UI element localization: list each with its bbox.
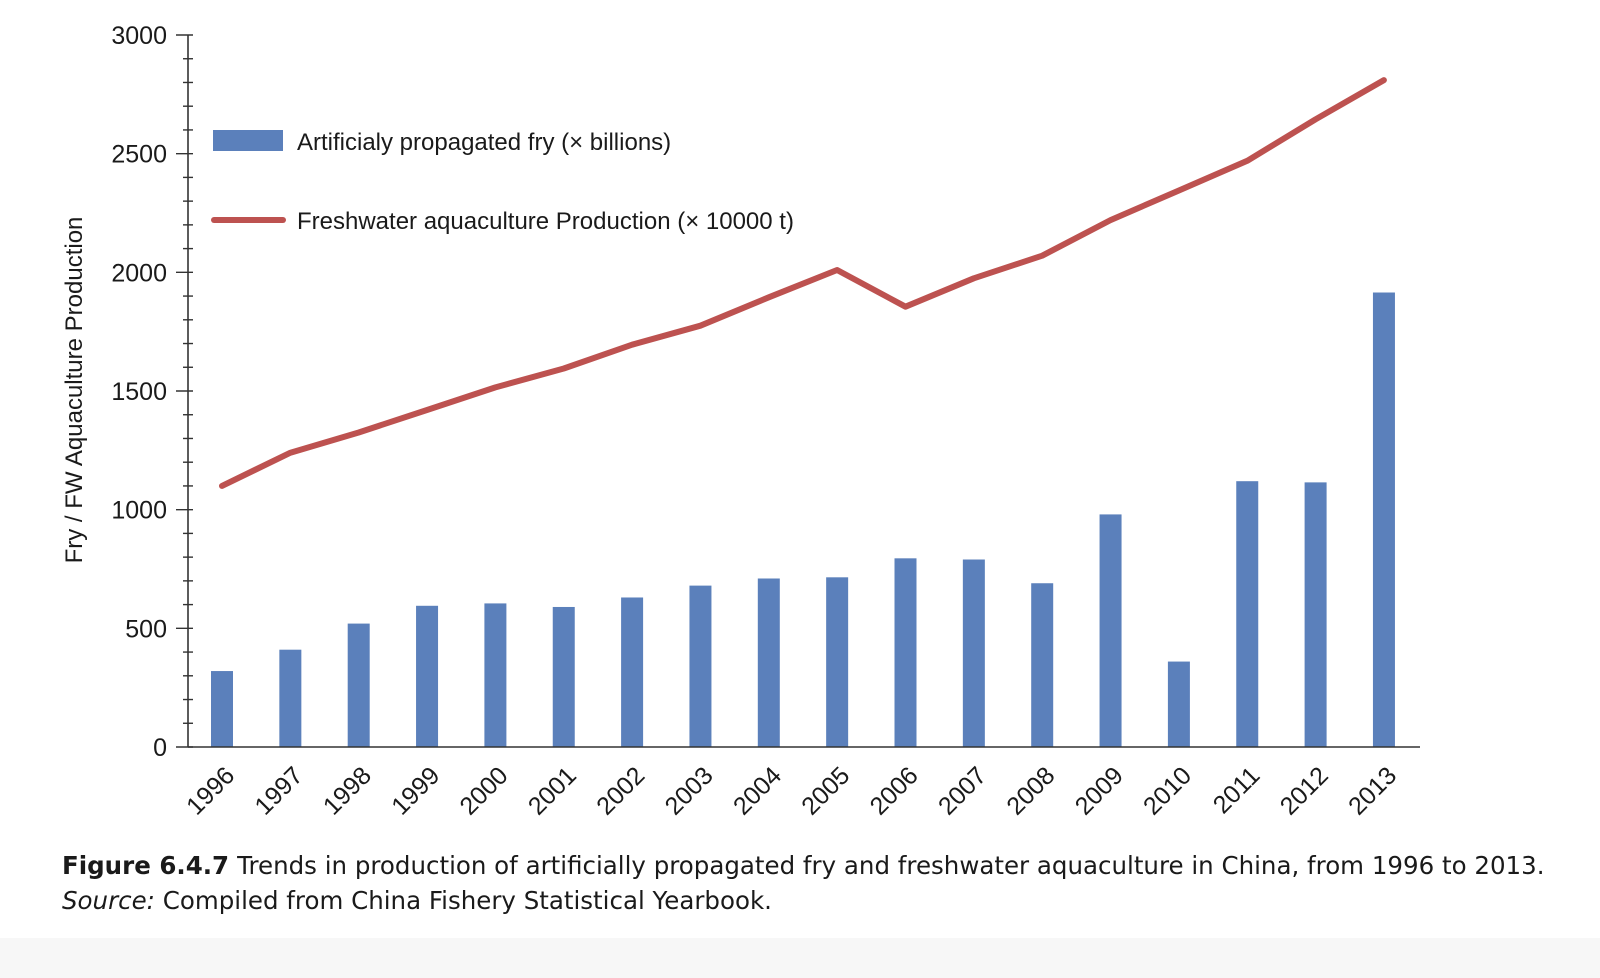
- x-tick-label: 2009: [1070, 761, 1129, 820]
- x-tick-label: 2003: [660, 761, 719, 820]
- x-tick-label: 1996: [181, 761, 240, 820]
- x-tick-label: 2012: [1275, 761, 1334, 820]
- caption-text: Trends in production of artificially pro…: [237, 851, 1545, 880]
- bar-2004: [757, 578, 780, 747]
- chart-svg: 0 500 1000 1500 2000 2500 3000 1996 1997 1998 1999…: [61, 22, 1420, 821]
- y-tick-label: 1000: [111, 497, 167, 525]
- x-tick-label: 2005: [796, 761, 855, 820]
- bar-2009: [1099, 514, 1122, 747]
- x-tick-label: 2010: [1138, 761, 1197, 820]
- source-text: Compiled from China Fishery Statistical …: [162, 886, 772, 915]
- x-tick-label: 1997: [249, 761, 308, 820]
- x-tick-label: 2011: [1208, 761, 1266, 819]
- line-freshwater-production: [219, 77, 1387, 489]
- legend-swatch-fry: [213, 130, 283, 151]
- bar-2012: [1304, 482, 1327, 747]
- bar-2000: [484, 603, 507, 747]
- x-tick-label: 2006: [865, 761, 924, 820]
- footer-band: [0, 938, 1600, 978]
- bar-2005: [826, 577, 849, 747]
- y-tick-label: 1500: [111, 378, 167, 406]
- x-tick-label: 1998: [318, 761, 377, 820]
- line-layer: [219, 77, 1387, 489]
- bar-1996: [211, 671, 233, 747]
- legend: Artificialy propagated fry (× billions) F…: [211, 129, 794, 235]
- y-tick-label: 2000: [111, 259, 167, 287]
- y-tick-label: 3000: [111, 22, 167, 50]
- figure-caption: Figure 6.4.7 Trends in production of arti…: [62, 848, 1592, 918]
- bar-1997: [279, 649, 302, 747]
- caption-line: Figure 6.4.7 Trends in production of arti…: [62, 848, 1592, 883]
- x-tick-label: 1999: [386, 761, 445, 820]
- legend-label-production: Freshwater aquaculture Production (× 100…: [297, 208, 794, 235]
- y-tick-label: 500: [125, 615, 167, 643]
- x-tick-label: 2007: [933, 761, 992, 820]
- bar-2003: [689, 585, 712, 747]
- y-tick-label: 0: [153, 734, 167, 762]
- figure-number: Figure 6.4.7: [62, 851, 230, 880]
- bar-2010: [1167, 661, 1190, 747]
- x-tick-label: 2000: [455, 761, 514, 820]
- source-label: Source:: [62, 886, 155, 915]
- bar-2002: [621, 597, 644, 747]
- x-tick-label: 2013: [1343, 761, 1402, 820]
- x-tick-label: 2001: [523, 761, 582, 820]
- y-axis-title: Fry / FW Aquaculture Production: [61, 217, 88, 564]
- y-tick-label: 2500: [111, 141, 167, 169]
- x-tick-label: 2004: [728, 761, 787, 820]
- bar-2013: [1372, 292, 1395, 747]
- legend-label-fry: Artificialy propagated fry (× billions): [297, 129, 671, 156]
- bar-2011: [1236, 481, 1259, 747]
- bar-1998: [347, 623, 370, 747]
- bars-layer: [211, 292, 1395, 747]
- bar-1999: [416, 605, 439, 747]
- bar-2007: [962, 559, 985, 747]
- bar-2008: [1031, 583, 1054, 747]
- chart: 0 500 1000 1500 2000 2500 3000 1996 1997 1998 1999…: [61, 22, 1420, 821]
- x-tick-label: 2008: [1001, 761, 1060, 820]
- bar-2006: [894, 558, 917, 747]
- bar-2001: [552, 606, 575, 747]
- x-tick-label: 2002: [591, 761, 650, 820]
- source-line: Source: Compiled from China Fishery Stat…: [62, 883, 1592, 918]
